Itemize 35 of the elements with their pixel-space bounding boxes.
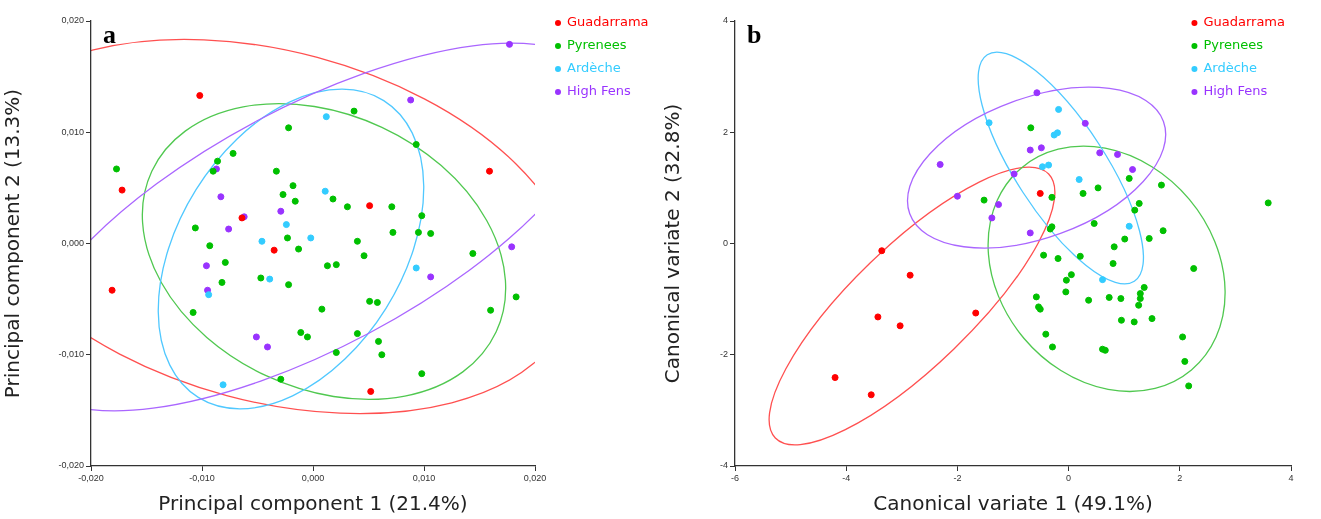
x-tick-label: 2 bbox=[1177, 472, 1183, 483]
legend-label: Ardèche bbox=[1203, 60, 1258, 76]
x-tick-label: 0,010 bbox=[412, 472, 436, 483]
y-tick-label: 4 bbox=[722, 15, 728, 26]
y-tick-label: -2 bbox=[719, 349, 728, 360]
chart-title: b bbox=[747, 19, 762, 49]
x-tick-label: -2 bbox=[953, 472, 962, 483]
legend-label: High Fens bbox=[567, 83, 632, 99]
y-tick-label: 0,010 bbox=[61, 126, 84, 137]
y-tick-label: 2 bbox=[722, 126, 728, 137]
x-tick-label: -4 bbox=[842, 472, 851, 483]
y-axis-title: Principal component 2 (13.3%) bbox=[0, 88, 25, 399]
y-tick-label: -0,020 bbox=[58, 460, 84, 471]
y-tick-label: -4 bbox=[719, 460, 728, 471]
y-tick-label: -0,010 bbox=[58, 349, 84, 360]
x-tick-label: 4 bbox=[1288, 472, 1294, 483]
y-tick-label: 0 bbox=[722, 237, 728, 248]
x-tick-label: -6 bbox=[730, 472, 740, 483]
y-tick-label: 0,000 bbox=[61, 237, 84, 248]
x-tick-label: 0,020 bbox=[523, 472, 547, 483]
y-axis-title: Canonical variate 2 (32.8%) bbox=[660, 103, 685, 384]
x-tick-label: -0,010 bbox=[189, 472, 215, 483]
x-tick-label: 0 bbox=[1066, 472, 1072, 483]
legend-label: Guadarrama bbox=[567, 14, 649, 30]
x-tick-label: 0,000 bbox=[301, 472, 325, 483]
y-tick-label: 0,020 bbox=[61, 15, 84, 26]
legend-label: Pyrenees bbox=[567, 37, 627, 53]
x-axis-title: Principal component 1 (21.4%) bbox=[158, 491, 468, 516]
chart-title: a bbox=[103, 19, 116, 49]
x-tick-label: -0,020 bbox=[78, 472, 104, 483]
legend-label: Guadarrama bbox=[1203, 14, 1286, 30]
legend-label: Pyrenees bbox=[1203, 37, 1264, 53]
legend-label: High Fens bbox=[1203, 83, 1268, 99]
x-axis-title: Canonical variate 1 (49.1%) bbox=[873, 491, 1153, 516]
legend-label: Ardèche bbox=[567, 60, 621, 76]
